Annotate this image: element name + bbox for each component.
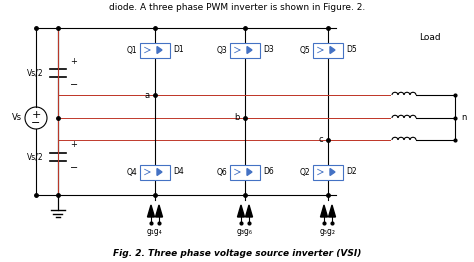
Text: c: c (319, 135, 323, 145)
Text: g₅g₂: g₅g₂ (320, 227, 336, 236)
Polygon shape (157, 46, 162, 53)
Polygon shape (247, 46, 252, 53)
Text: diode. A three phase PWM inverter is shown in Figure. 2.: diode. A three phase PWM inverter is sho… (109, 3, 365, 13)
Polygon shape (147, 205, 155, 217)
Polygon shape (330, 168, 335, 176)
Text: −: − (31, 118, 41, 128)
Text: D3: D3 (263, 46, 274, 54)
Text: +: + (71, 140, 77, 149)
Text: n: n (461, 113, 466, 123)
Text: Load: Load (419, 34, 441, 42)
Text: Q1: Q1 (127, 46, 137, 54)
Text: a: a (145, 90, 150, 100)
Text: −: − (70, 163, 78, 173)
Polygon shape (157, 168, 162, 176)
FancyBboxPatch shape (230, 165, 260, 179)
Text: b: b (235, 113, 240, 123)
Text: Fig. 2. Three phase voltage source inverter (VSI): Fig. 2. Three phase voltage source inver… (113, 248, 361, 258)
Polygon shape (320, 205, 328, 217)
Text: Q3: Q3 (216, 46, 227, 54)
Text: +: + (71, 57, 77, 66)
Text: Q5: Q5 (299, 46, 310, 54)
Text: g₁g₄: g₁g₄ (147, 227, 163, 236)
Polygon shape (247, 168, 252, 176)
Text: D5: D5 (346, 46, 357, 54)
FancyBboxPatch shape (313, 42, 343, 57)
Text: D6: D6 (263, 167, 274, 177)
Text: +: + (31, 110, 41, 120)
Polygon shape (328, 205, 336, 217)
Text: Vs: Vs (12, 113, 22, 123)
FancyBboxPatch shape (230, 42, 260, 57)
Text: D1: D1 (173, 46, 183, 54)
Polygon shape (155, 205, 163, 217)
Text: g₃g₆: g₃g₆ (237, 227, 253, 236)
Text: Vs/2: Vs/2 (27, 152, 44, 161)
FancyBboxPatch shape (140, 165, 170, 179)
Text: D2: D2 (346, 167, 356, 177)
Text: Vs/2: Vs/2 (27, 68, 44, 78)
FancyBboxPatch shape (313, 165, 343, 179)
Text: Q6: Q6 (216, 167, 227, 177)
Text: D4: D4 (173, 167, 184, 177)
FancyBboxPatch shape (140, 42, 170, 57)
Text: −: − (70, 80, 78, 90)
Polygon shape (246, 205, 253, 217)
Polygon shape (330, 46, 335, 53)
Polygon shape (237, 205, 245, 217)
Text: Q4: Q4 (126, 167, 137, 177)
Text: Q2: Q2 (300, 167, 310, 177)
